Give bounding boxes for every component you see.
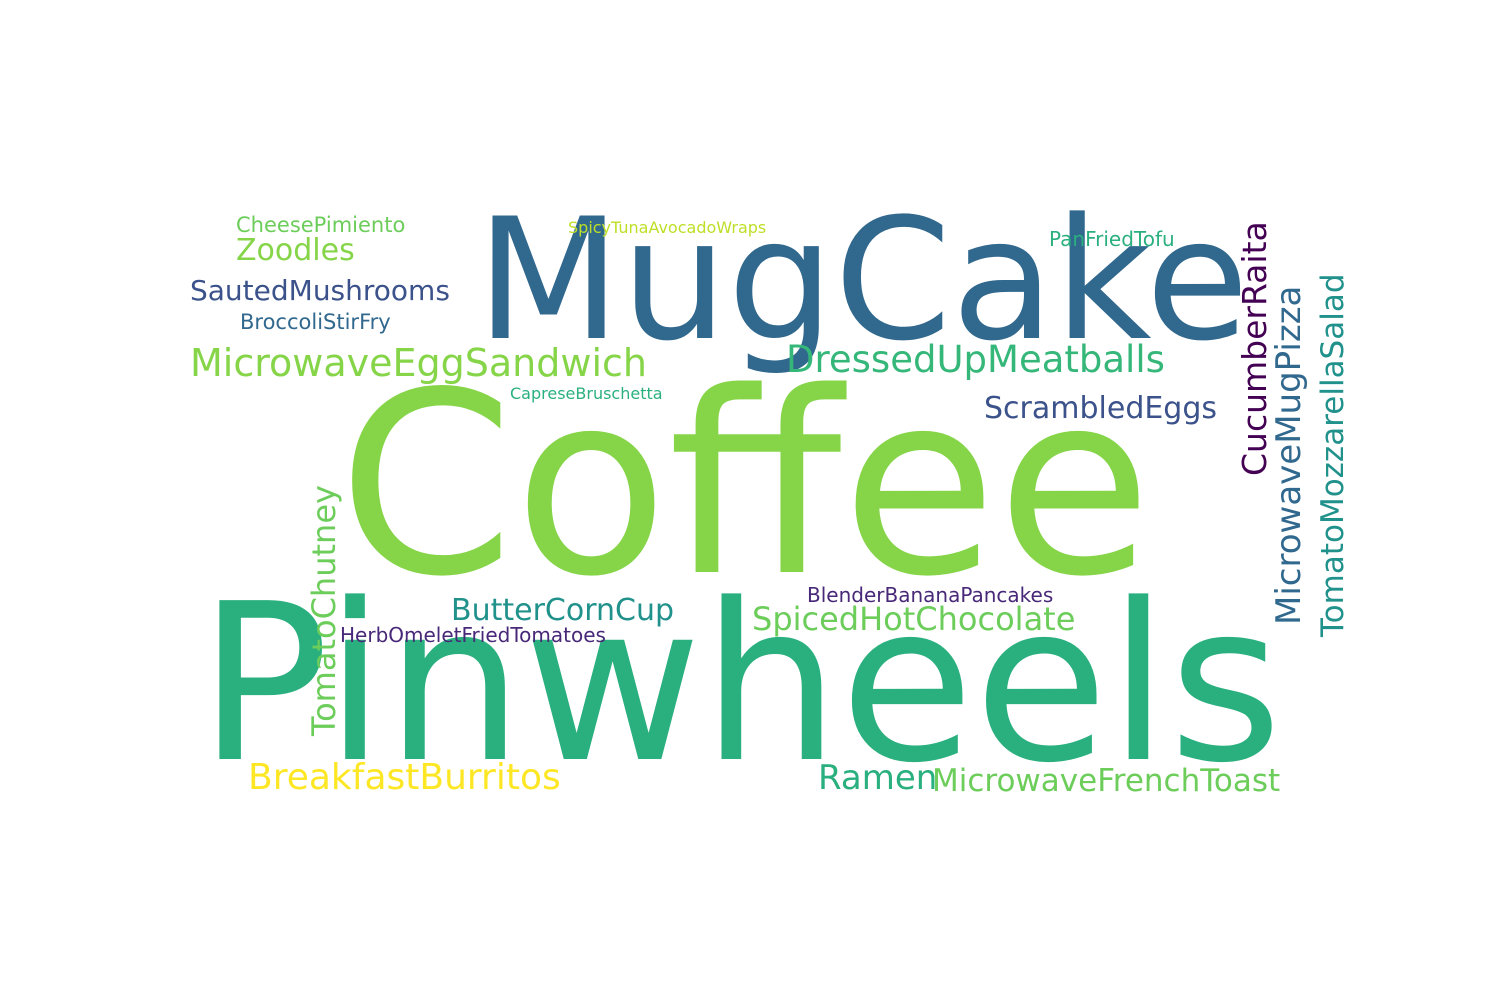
word-dressed-up-meatballs: DressedUpMeatballs <box>786 338 1165 381</box>
word-pan-fried-tofu: PanFriedTofu <box>1049 227 1175 251</box>
word-microwave-french-toast: MicrowaveFrenchToast <box>932 763 1281 799</box>
word-tomato-chutney: TomatoChutney <box>305 485 343 736</box>
word-ramen: Ramen <box>818 758 938 798</box>
word-spicy-tuna-avocado-wraps: SpicyTunaAvocadoWraps <box>568 218 767 237</box>
word-microwave-mug-pizza: MicrowaveMugPizza <box>1269 285 1309 625</box>
word-cucumber-raita: CucumberRaita <box>1235 221 1274 476</box>
word-caprese-bruschetta: CapreseBruschetta <box>510 384 663 403</box>
word-sauted-mushrooms: SautedMushrooms <box>190 274 450 307</box>
word-microwave-egg-sandwich: MicrowaveEggSandwich <box>190 341 647 385</box>
word-spiced-hot-chocolate: SpicedHotChocolate <box>752 600 1076 638</box>
word-herb-omelet-fried-tomatoes: HerbOmeletFriedTomatoes <box>340 623 606 647</box>
word-mugcake: MugCake <box>476 182 1249 378</box>
word-butter-corn-cup: ButterCornCup <box>451 593 675 628</box>
word-broccoli-stir-fry: BroccoliStirFry <box>240 310 391 334</box>
word-scrambled-eggs: ScrambledEggs <box>984 391 1218 426</box>
word-tomato-mozzarella-salad: TomatoMozzarellaSalad <box>1315 273 1351 637</box>
word-coffee: Coffee <box>338 339 1152 632</box>
word-pinwheels: Pinwheels <box>198 558 1283 811</box>
word-zoodles: Zoodles <box>236 233 355 268</box>
word-blender-banana-pancakes: BlenderBananaPancakes <box>807 583 1054 607</box>
word-cheese-pimiento: CheesePimiento <box>236 213 406 237</box>
word-breakfast-burritos: BreakfastBurritos <box>248 757 561 798</box>
